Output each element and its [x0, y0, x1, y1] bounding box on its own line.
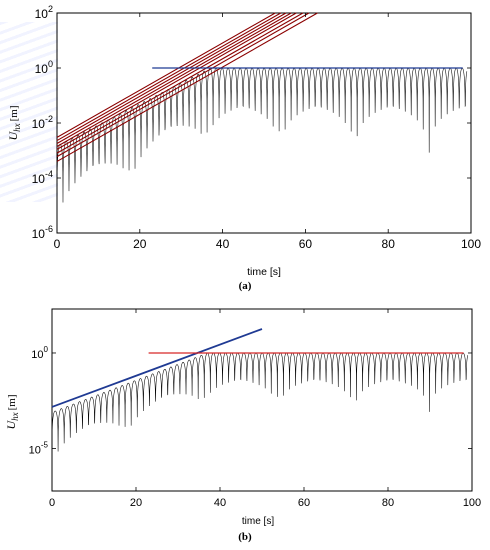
- panel-b-ylabel-sub: hx: [10, 412, 20, 421]
- y-tick-base: 10: [32, 117, 46, 131]
- y-tick-label: 10-4: [32, 169, 53, 186]
- panel-b-fits-group: [51, 328, 464, 408]
- y-tick-exponent: 0: [44, 345, 49, 354]
- y-tick-label: 100: [35, 59, 53, 76]
- panel-a-fits-group: [56, 12, 463, 162]
- panel-b-ylabel-main: U: [4, 420, 18, 430]
- y-tick-label: 102: [35, 4, 53, 21]
- y-tick-label: 10-6: [32, 224, 53, 241]
- panel-a-frame: [56, 12, 472, 234]
- fit-line-6: [56, 12, 282, 142]
- signal-line: [56, 67, 468, 207]
- fit-line-4: [56, 12, 292, 147]
- panel-a-signal-group: [56, 67, 468, 207]
- panel-b-xlabel: time [s]: [242, 516, 274, 527]
- y-tick-base: 10: [35, 7, 49, 21]
- panel-b-frame: [51, 308, 473, 492]
- y-tick-exponent: 0: [48, 59, 53, 69]
- y-tick-base: 10: [35, 62, 49, 76]
- fit-line-0: [56, 12, 318, 162]
- x-tick-label: 80: [382, 497, 394, 509]
- caption-a: (a): [239, 280, 252, 292]
- panel-a-ylabel: Uhx [m]: [6, 105, 22, 140]
- y-tick-base: 10: [32, 172, 46, 186]
- y-tick-label: 100: [31, 345, 48, 361]
- x-tick-label: 40: [214, 497, 226, 509]
- panel-a-ylabel-unit: [m]: [8, 105, 20, 121]
- caption-b: (b): [238, 531, 252, 543]
- panel-b-signal-group: [51, 352, 469, 455]
- fit-line-1: [56, 12, 310, 158]
- fit-line-7: [56, 12, 276, 138]
- y-tick-base: 10: [31, 349, 43, 361]
- panel-a-ylabel-main: U: [6, 131, 20, 141]
- x-tick-label: 60: [298, 497, 310, 509]
- signal-line: [51, 352, 469, 455]
- x-tick-label: 40: [216, 237, 230, 251]
- fit-line-5: [56, 12, 287, 144]
- background-hatch-artifact: [0, 22, 58, 202]
- fit-line-2: [56, 12, 304, 154]
- fit-line-3: [56, 12, 297, 150]
- y-tick-label: 10-5: [29, 441, 49, 457]
- x-tick-label: 80: [382, 237, 396, 251]
- x-tick-label: 100: [461, 237, 481, 251]
- growth-fit-line: [51, 328, 263, 408]
- y-tick-exponent: -2: [45, 114, 53, 124]
- panel-a-ylabel-sub: hx: [12, 123, 22, 132]
- x-tick-label: 60: [299, 237, 313, 251]
- x-tick-label: 100: [463, 497, 481, 509]
- y-tick-base: 10: [29, 445, 41, 457]
- panel-a-xlabel: time [s]: [247, 266, 281, 278]
- x-tick-label: 20: [130, 497, 142, 509]
- y-tick-exponent: -4: [45, 169, 53, 179]
- y-tick-exponent: -6: [45, 224, 53, 234]
- panel-b-ylabel: Uhx [m]: [4, 394, 20, 429]
- panel-b-ylabel-unit: [m]: [6, 394, 18, 410]
- x-tick-label: 0: [54, 237, 61, 251]
- y-tick-label: 10-2: [32, 114, 53, 131]
- y-tick-base: 10: [32, 227, 46, 241]
- y-tick-exponent: 2: [48, 4, 53, 14]
- x-tick-label: 20: [133, 237, 147, 251]
- y-tick-exponent: -5: [41, 441, 49, 450]
- x-tick-label: 0: [49, 497, 55, 509]
